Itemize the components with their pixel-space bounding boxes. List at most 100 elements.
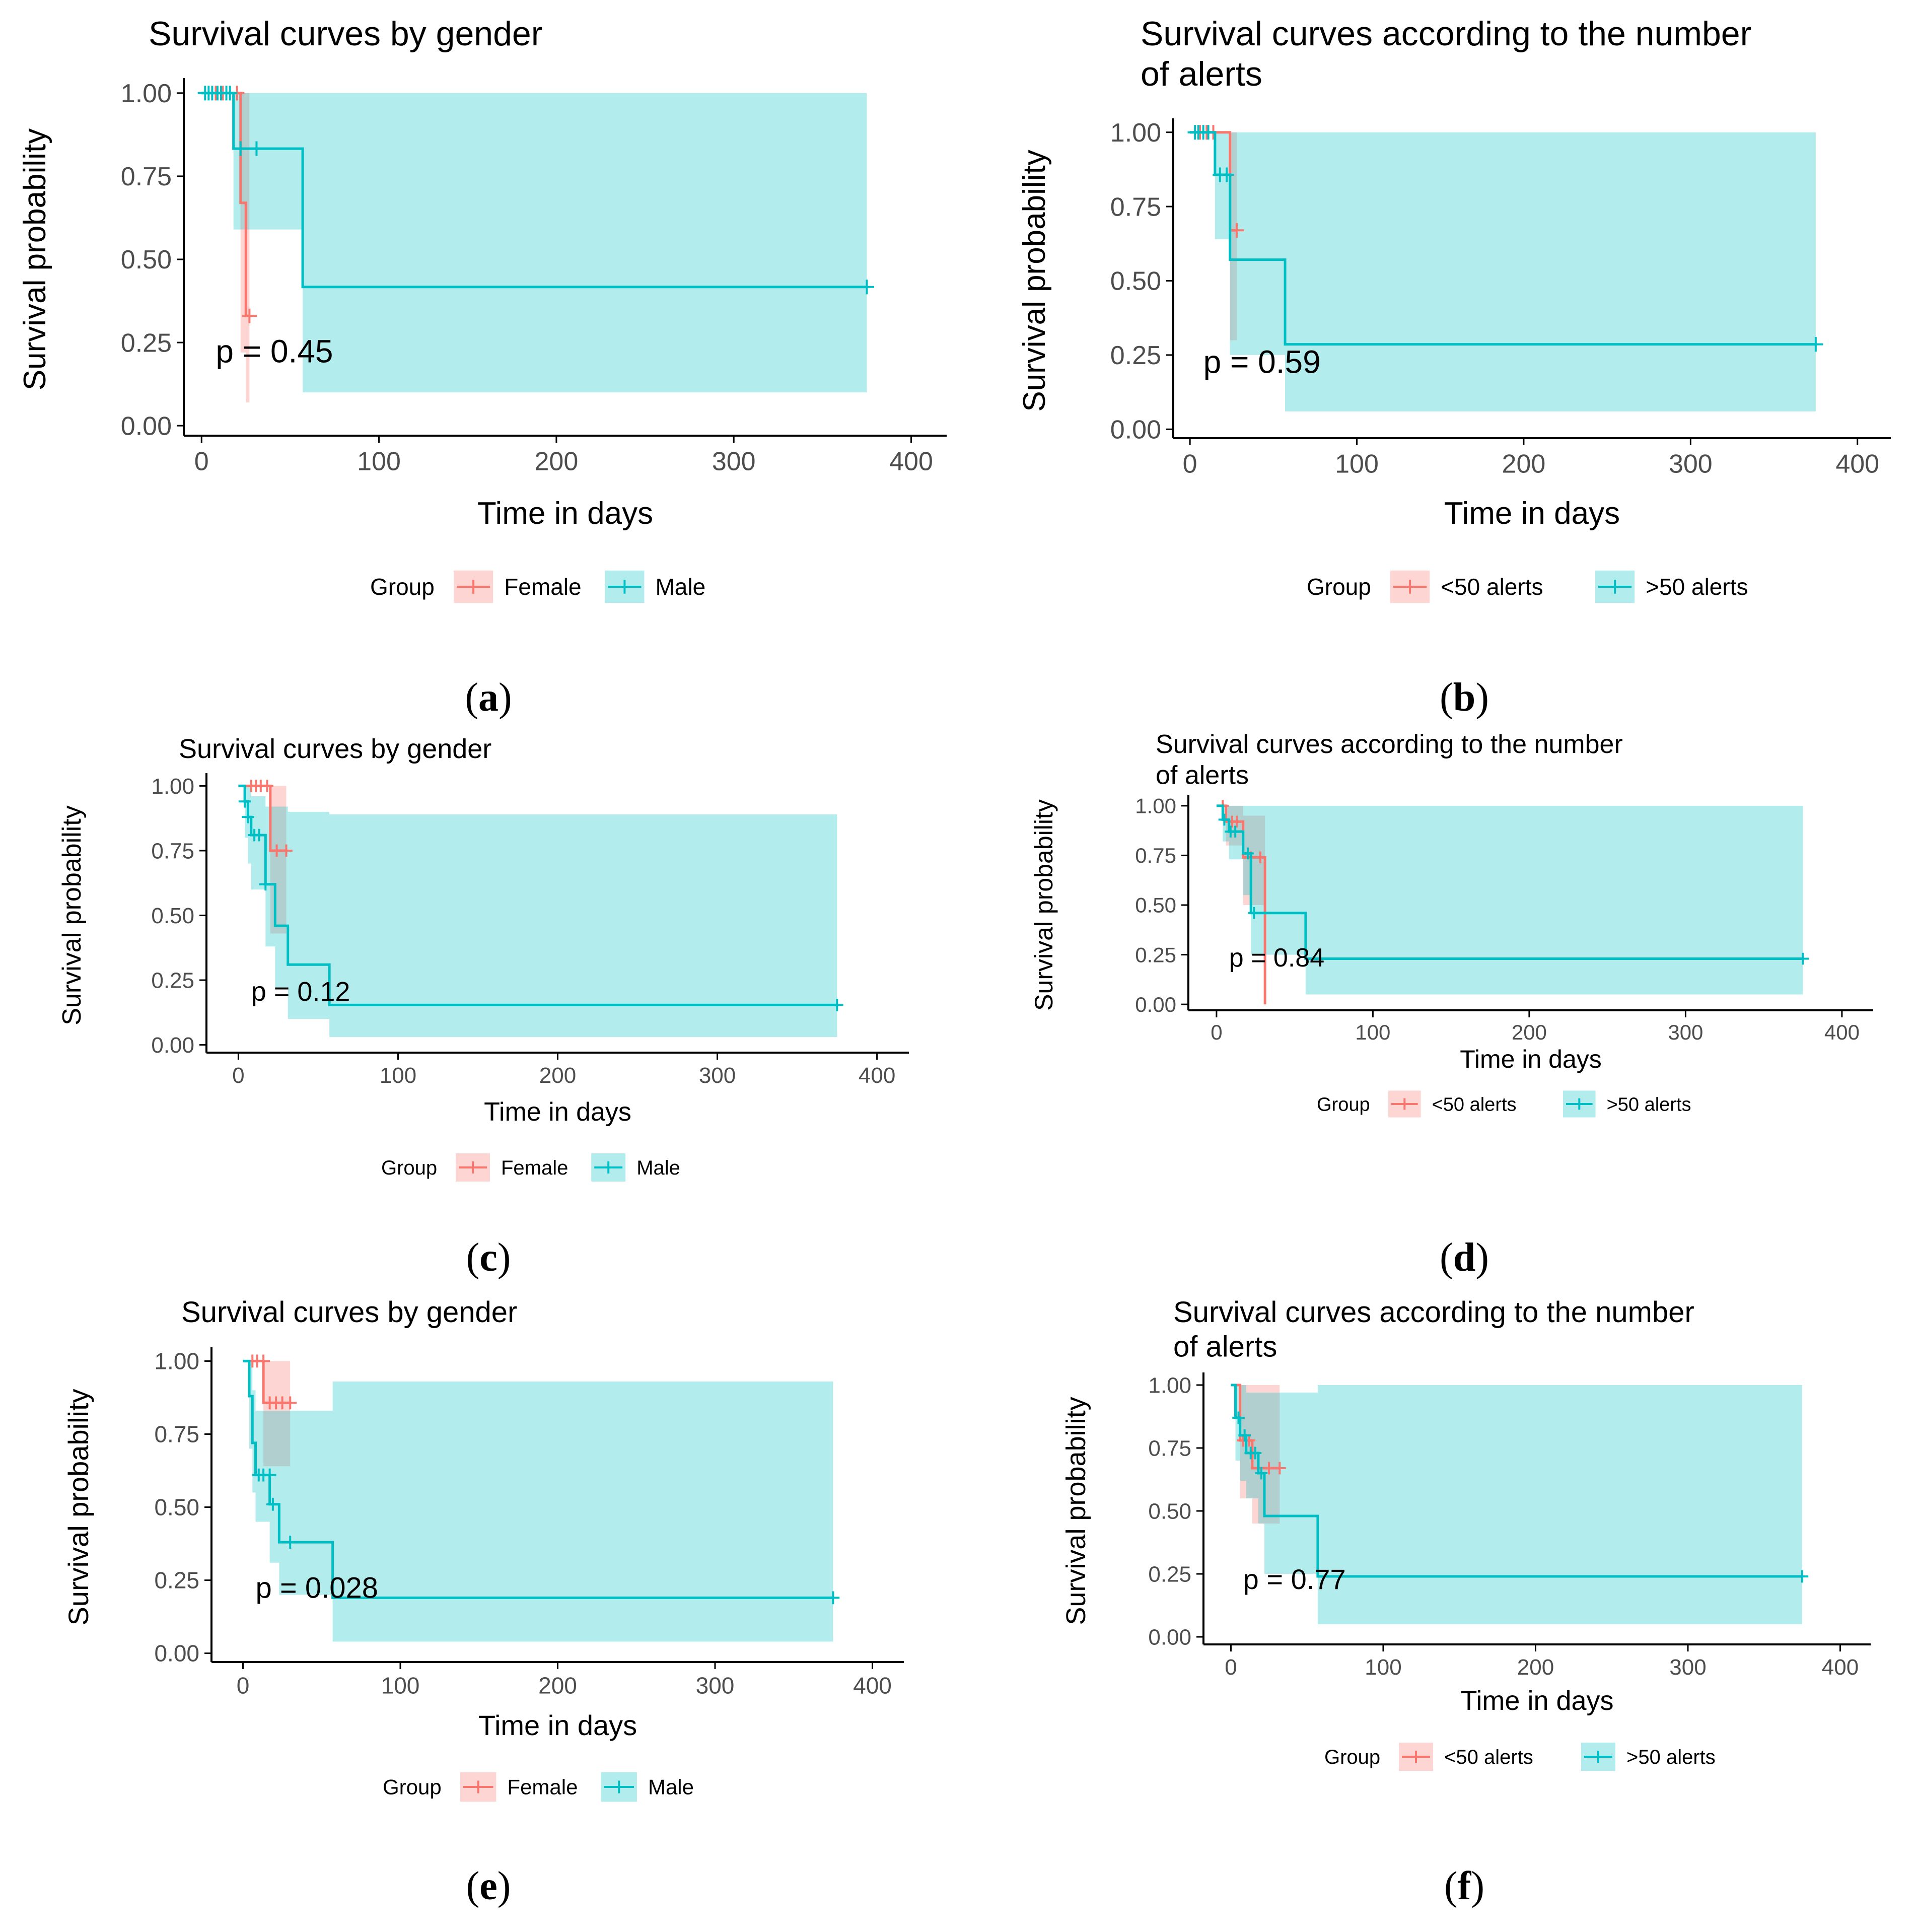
x-tick-label: 200 xyxy=(1517,1655,1554,1680)
legend-title: Group xyxy=(370,574,435,600)
censor-mark-50alerts xyxy=(1218,813,1231,826)
legend-title: Group xyxy=(1324,1746,1380,1768)
x-tick-label: 0 xyxy=(1211,1020,1222,1044)
y-tick-label: 0.00 xyxy=(1110,416,1161,445)
survival-curve-50alerts xyxy=(1190,131,1816,346)
censor-mark-male xyxy=(249,141,264,156)
censor-mark-male xyxy=(859,280,875,295)
panel-label-a: (a) xyxy=(465,675,512,720)
y-tick-label: 0.25 xyxy=(1110,341,1161,370)
confidence-band-female xyxy=(243,1361,291,1467)
legend-label-50alerts: >50 alerts xyxy=(1646,574,1748,600)
survival-curve-50alerts xyxy=(1216,804,1803,960)
y-tick-label: 1.00 xyxy=(154,1348,199,1374)
x-axis-label: Time in days xyxy=(478,1709,637,1741)
x-tick-label: 0 xyxy=(1183,450,1197,479)
confidence-band-50alerts xyxy=(1190,132,1237,340)
chart-panel-1: Survival curves by gender 0 100 200 300 400 0.… xyxy=(18,15,947,603)
y-tick-label: 0.75 xyxy=(121,162,172,191)
legend-label-female: Female xyxy=(501,1157,568,1179)
y-tick-label: 1.00 xyxy=(1135,794,1176,818)
censor-mark-50alerts xyxy=(1242,847,1254,860)
y-tick-label: 1.00 xyxy=(121,79,172,108)
censor-mark-50alerts xyxy=(1796,1570,1809,1583)
y-tick-label: 0.00 xyxy=(1148,1625,1191,1649)
x-tick-label: 200 xyxy=(538,1672,577,1698)
x-tick-label: 100 xyxy=(1365,1655,1401,1680)
x-tick-label: 400 xyxy=(1822,1655,1859,1680)
censor-mark-50alerts xyxy=(1229,223,1244,238)
chart-panel-4: Survival curves according to the numbero… xyxy=(1030,730,1873,1118)
censor-mark-female xyxy=(242,308,257,323)
y-axis-label: Survival probability xyxy=(18,128,52,390)
legend-label-50alerts: <50 alerts xyxy=(1432,1094,1517,1115)
panel-label-b: (b) xyxy=(1440,675,1489,720)
y-tick-label: 0.25 xyxy=(1135,943,1176,967)
x-tick-label: 300 xyxy=(699,1063,736,1088)
x-axis-label: Time in days xyxy=(1444,496,1620,531)
y-tick-label: 0.50 xyxy=(1135,893,1176,917)
x-tick-label: 400 xyxy=(853,1672,892,1698)
legend-title: Group xyxy=(1307,574,1371,600)
x-tick-label: 100 xyxy=(380,1063,416,1088)
x-tick-label: 200 xyxy=(539,1063,576,1088)
y-tick-label: 0.25 xyxy=(154,1567,199,1594)
y-axis-label: Survival probability xyxy=(1061,1397,1091,1625)
x-tick-label: 200 xyxy=(1502,450,1546,479)
x-tick-label: 200 xyxy=(1512,1020,1547,1044)
y-axis-label: Survival probability xyxy=(1017,150,1052,411)
y-tick-label: 0.00 xyxy=(154,1640,199,1667)
chart-title: of alerts xyxy=(1141,55,1262,93)
p-value-label: p = 0.59 xyxy=(1203,343,1321,380)
legend-title: Group xyxy=(381,1157,437,1179)
censor-mark-male xyxy=(223,86,238,101)
x-tick-label: 300 xyxy=(1668,1020,1703,1044)
y-tick-label: 0.50 xyxy=(154,1494,199,1521)
panel-label-d: (d) xyxy=(1440,1235,1489,1280)
confidence-band-50alerts xyxy=(1231,1385,1802,1624)
y-tick-label: 0.75 xyxy=(1148,1436,1191,1461)
legend: Group <50 alerts >50 alerts xyxy=(1307,570,1748,603)
censor-mark-male xyxy=(831,999,843,1011)
y-tick-label: 0.75 xyxy=(151,839,194,863)
censor-mark-50alerts xyxy=(1255,1467,1268,1480)
y-axis-label: Survival probability xyxy=(1030,799,1058,1011)
legend-label-50alerts: >50 alerts xyxy=(1607,1094,1691,1115)
x-tick-label: 0 xyxy=(1225,1655,1237,1680)
y-axis-label: Survival probability xyxy=(57,805,87,1025)
chart-title: of alerts xyxy=(1173,1330,1277,1363)
censor-mark-male xyxy=(242,810,254,823)
y-tick-label: 0.75 xyxy=(1135,844,1176,867)
censor-mark-50alerts xyxy=(1232,1411,1245,1424)
confidence-band-50alerts xyxy=(1216,805,1803,995)
censor-mark-50alerts xyxy=(1201,125,1216,140)
y-tick-label: 0.50 xyxy=(1148,1499,1191,1524)
x-axis-label: Time in days xyxy=(1460,1686,1613,1716)
y-tick-label: 0.75 xyxy=(154,1421,199,1447)
y-tick-label: 0.25 xyxy=(1148,1562,1191,1586)
chart-title: Survival curves according to the number xyxy=(1141,15,1751,53)
chart-title: Survival curves by gender xyxy=(181,1296,517,1329)
chart-panel-3: Survival curves by gender 0 100 200 300 400 0.… xyxy=(57,734,909,1182)
censor-mark-male xyxy=(266,1497,279,1511)
x-tick-label: 300 xyxy=(1669,1655,1706,1680)
legend-label-50alerts: <50 alerts xyxy=(1441,574,1543,600)
panel-label-f: (f) xyxy=(1444,1864,1484,1908)
legend: Group Female Male xyxy=(370,570,705,603)
censor-mark-male xyxy=(826,1591,840,1605)
y-tick-label: 0.00 xyxy=(1135,993,1176,1016)
censor-mark-50alerts xyxy=(1238,1429,1251,1442)
legend-title: Group xyxy=(1317,1094,1370,1115)
legend-label-female: Female xyxy=(504,574,581,600)
legend-title: Group xyxy=(383,1775,442,1799)
x-tick-label: 0 xyxy=(194,447,209,476)
legend-label-50alerts: >50 alerts xyxy=(1626,1746,1716,1768)
chart-panel-6: Survival curves according to the numbero… xyxy=(1061,1296,1871,1771)
y-tick-label: 0.75 xyxy=(1110,192,1161,222)
x-tick-label: 400 xyxy=(859,1063,895,1088)
y-tick-label: 0.25 xyxy=(151,968,194,993)
panel-label-e: (e) xyxy=(466,1864,511,1908)
confidence-band-male xyxy=(238,786,837,1038)
censor-mark-50alerts xyxy=(1273,1462,1286,1475)
x-tick-label: 100 xyxy=(1355,1020,1390,1044)
